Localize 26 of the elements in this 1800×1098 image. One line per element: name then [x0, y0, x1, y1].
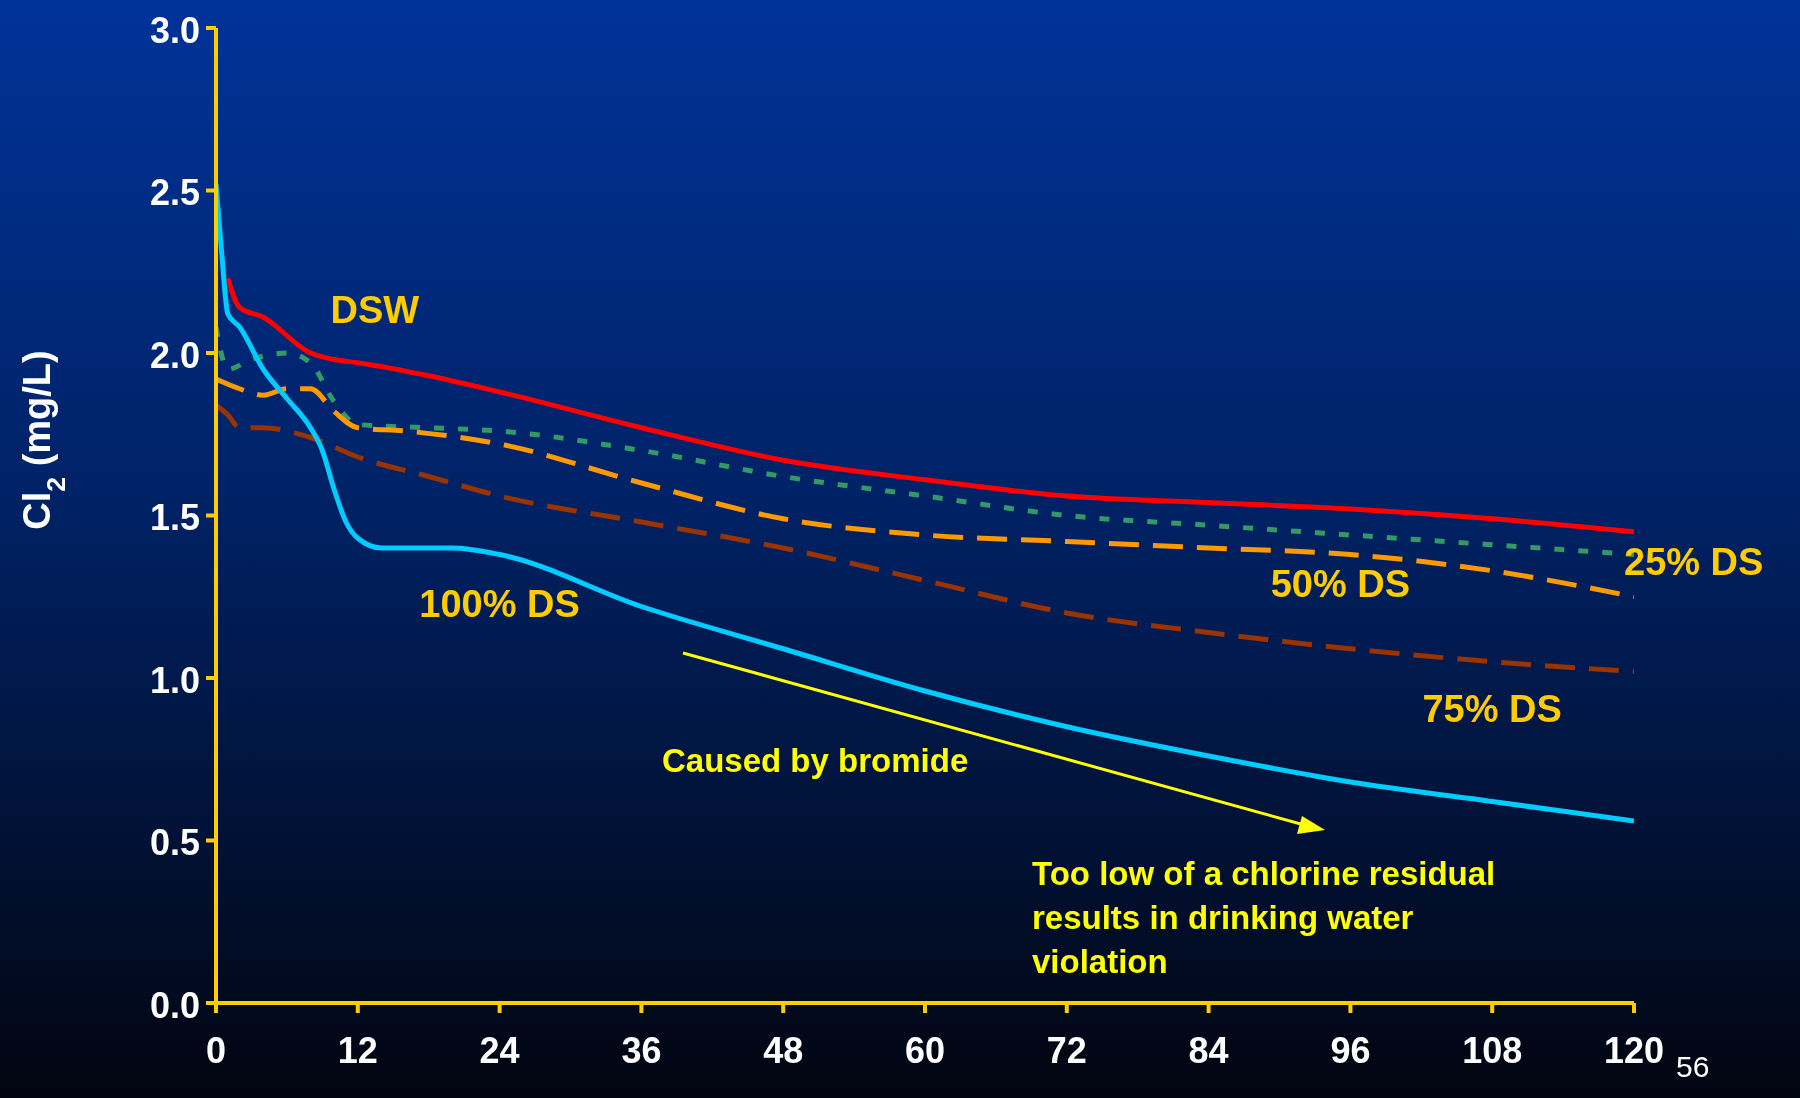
x-tick-label: 84 [1188, 1029, 1229, 1071]
x-tick-label: 60 [904, 1029, 946, 1071]
series-label: 100% DS [419, 582, 580, 625]
annotation: Too low of a chlorine residual results in drinking water violation [1032, 854, 1497, 982]
x-tick-label: 120 [1603, 1029, 1665, 1071]
series-label: 25% DS [1624, 540, 1764, 583]
series-label: 75% DS [1422, 687, 1562, 730]
x-tick-label: 24 [479, 1029, 520, 1071]
x-tick-label: 108 [1462, 1029, 1523, 1071]
y-tick-label: 3.0 [149, 9, 200, 51]
y-tick-label: 2.5 [149, 172, 200, 214]
y-tick-label: 1.0 [149, 659, 200, 701]
x-tick-label: 72 [1046, 1029, 1087, 1071]
x-tick-label: 12 [337, 1029, 378, 1071]
x-tick-label: 0 [205, 1029, 227, 1071]
y-tick-label: 0.0 [149, 984, 200, 1026]
annotation: Caused by bromide [662, 742, 969, 780]
text: 56 [1676, 1050, 1710, 1084]
x-tick-label: 36 [621, 1029, 662, 1071]
y-tick-label: 0.5 [149, 822, 200, 864]
series-label: DSW [330, 289, 420, 331]
y-tick-label: 2.0 [149, 334, 200, 376]
x-tick-label: 48 [763, 1029, 804, 1071]
series-label: 50% DS [1270, 562, 1411, 605]
x-tick-label: 96 [1330, 1029, 1371, 1071]
y-tick-label: 1.5 [149, 497, 200, 539]
